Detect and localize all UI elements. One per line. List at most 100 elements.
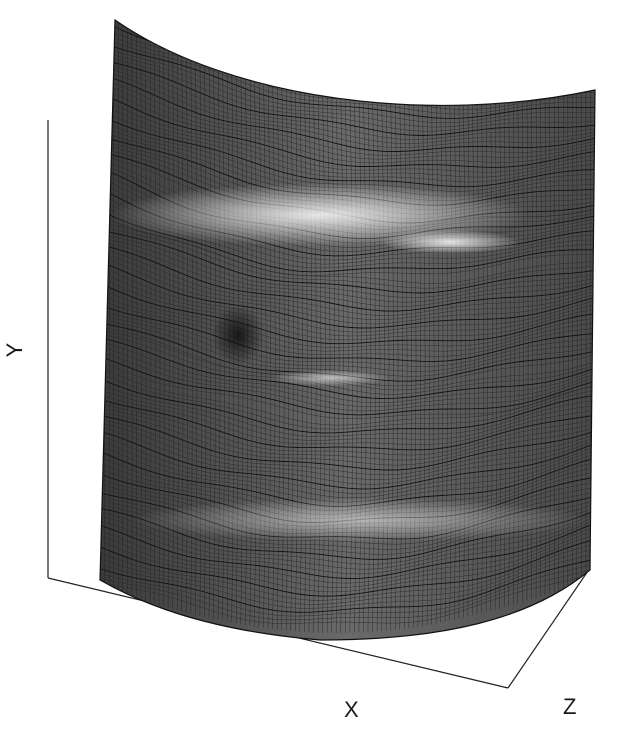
mesh-line-h	[100, 341, 595, 403]
mesh-line-h	[100, 283, 595, 345]
mesh-line-v	[395, 92, 399, 630]
mesh-line-h	[100, 378, 595, 434]
mesh-line-h	[100, 361, 595, 419]
mesh-line-v	[440, 94, 444, 623]
mesh-line-v	[463, 94, 466, 618]
mesh-line-h	[100, 572, 595, 624]
mesh-line-h	[100, 50, 595, 128]
mesh-line-v	[417, 93, 421, 627]
mesh-line-h	[100, 236, 595, 303]
mesh-line-v	[381, 90, 385, 632]
mesh-line-h	[100, 266, 595, 333]
mesh-line-v	[349, 87, 353, 633]
mesh-line-v	[367, 89, 372, 633]
mesh-line-h	[100, 224, 595, 289]
z-axis-line	[507, 567, 591, 689]
mesh-line-h	[100, 337, 595, 400]
mesh-line-h	[100, 519, 595, 575]
mesh-line-v	[404, 92, 408, 629]
mesh-line-h	[100, 389, 595, 441]
mesh-line-h	[100, 261, 595, 329]
y-axis-label: Y	[2, 342, 27, 357]
upper-bulge-highlight-right	[380, 230, 520, 254]
mesh-line-v	[385, 91, 390, 631]
mesh-line-v	[399, 92, 403, 630]
mesh-line-v	[390, 91, 394, 631]
mesh-line-h	[100, 256, 595, 325]
mesh-line-h	[100, 522, 595, 579]
mesh-line-v	[454, 94, 457, 620]
mesh-line-h	[100, 66, 595, 144]
mesh-line-v	[481, 93, 484, 614]
mesh-line-v	[449, 94, 453, 621]
mesh-line-v	[304, 79, 308, 633]
mesh-line-v	[295, 77, 299, 632]
mesh-line-h	[100, 563, 595, 617]
mesh-line-v	[499, 92, 502, 609]
surface-body	[99, 18, 596, 641]
x-axis-label: X	[344, 697, 359, 722]
mesh-line-v	[476, 93, 480, 615]
mesh-line-h	[100, 277, 595, 341]
mesh-line-v	[335, 85, 340, 634]
mesh-line-h	[100, 46, 595, 123]
mesh-line-h	[100, 367, 595, 426]
mesh-line-v	[331, 84, 335, 634]
mesh-line-v	[376, 90, 381, 632]
mesh-line-v	[472, 93, 475, 616]
mesh-line-h	[100, 355, 595, 416]
mesh-line-v	[363, 89, 367, 633]
mesh-line-v	[354, 87, 358, 633]
lower-bulge-highlight	[130, 498, 590, 542]
mesh-line-h	[100, 73, 595, 152]
mesh-line-v	[408, 92, 412, 629]
mesh-line-v	[413, 93, 417, 628]
mesh-line-h	[100, 407, 595, 461]
mesh-line-v	[326, 83, 331, 634]
mesh-line-v	[276, 73, 280, 630]
mesh-line-h	[100, 372, 595, 430]
mesh-line-v	[422, 93, 426, 626]
mesh-line-h	[100, 543, 595, 601]
mesh-line-v	[208, 54, 212, 618]
mesh-line-h	[100, 333, 595, 395]
mesh-line-h	[100, 36, 595, 115]
mesh-line-v	[258, 68, 262, 628]
mesh-line-v	[467, 93, 471, 617]
mesh-line-h	[100, 294, 595, 352]
mesh-line-h	[100, 304, 595, 362]
mesh-line-v	[340, 85, 344, 634]
mesh-line-h	[100, 54, 595, 132]
mesh-line-h	[100, 568, 595, 621]
mesh-line-h	[100, 346, 595, 408]
mesh-line-v	[485, 93, 489, 613]
mesh-line-v	[322, 82, 326, 633]
mesh-line-h	[100, 215, 595, 276]
mesh-line-v	[426, 93, 430, 626]
mesh-line-v	[358, 88, 363, 633]
mesh-line-h	[100, 252, 595, 320]
mesh-line-v	[199, 51, 202, 616]
z-axis-label: Z	[563, 694, 576, 719]
mesh-line-v	[444, 94, 448, 622]
mid-highlight	[270, 370, 390, 386]
mesh-line-v	[313, 81, 317, 633]
mesh-line-h	[100, 526, 595, 584]
mesh-line-v	[204, 52, 207, 617]
mesh-line-h	[100, 299, 595, 357]
mesh-line-h	[100, 314, 595, 372]
mesh-line-h	[100, 69, 595, 148]
mesh-line-v	[458, 94, 462, 619]
mesh-line-h	[100, 530, 595, 588]
mesh-line-h	[100, 398, 595, 451]
mesh-line-v	[435, 93, 439, 624]
mesh-line-v	[299, 78, 303, 632]
mesh-line-h	[100, 233, 595, 298]
mesh-line-v	[195, 49, 198, 615]
mesh-line-h	[100, 244, 595, 312]
mesh-line-h	[100, 548, 595, 605]
mesh-grid	[100, 20, 595, 634]
mesh-line-h	[100, 220, 595, 284]
mesh-line-v	[494, 93, 498, 610]
